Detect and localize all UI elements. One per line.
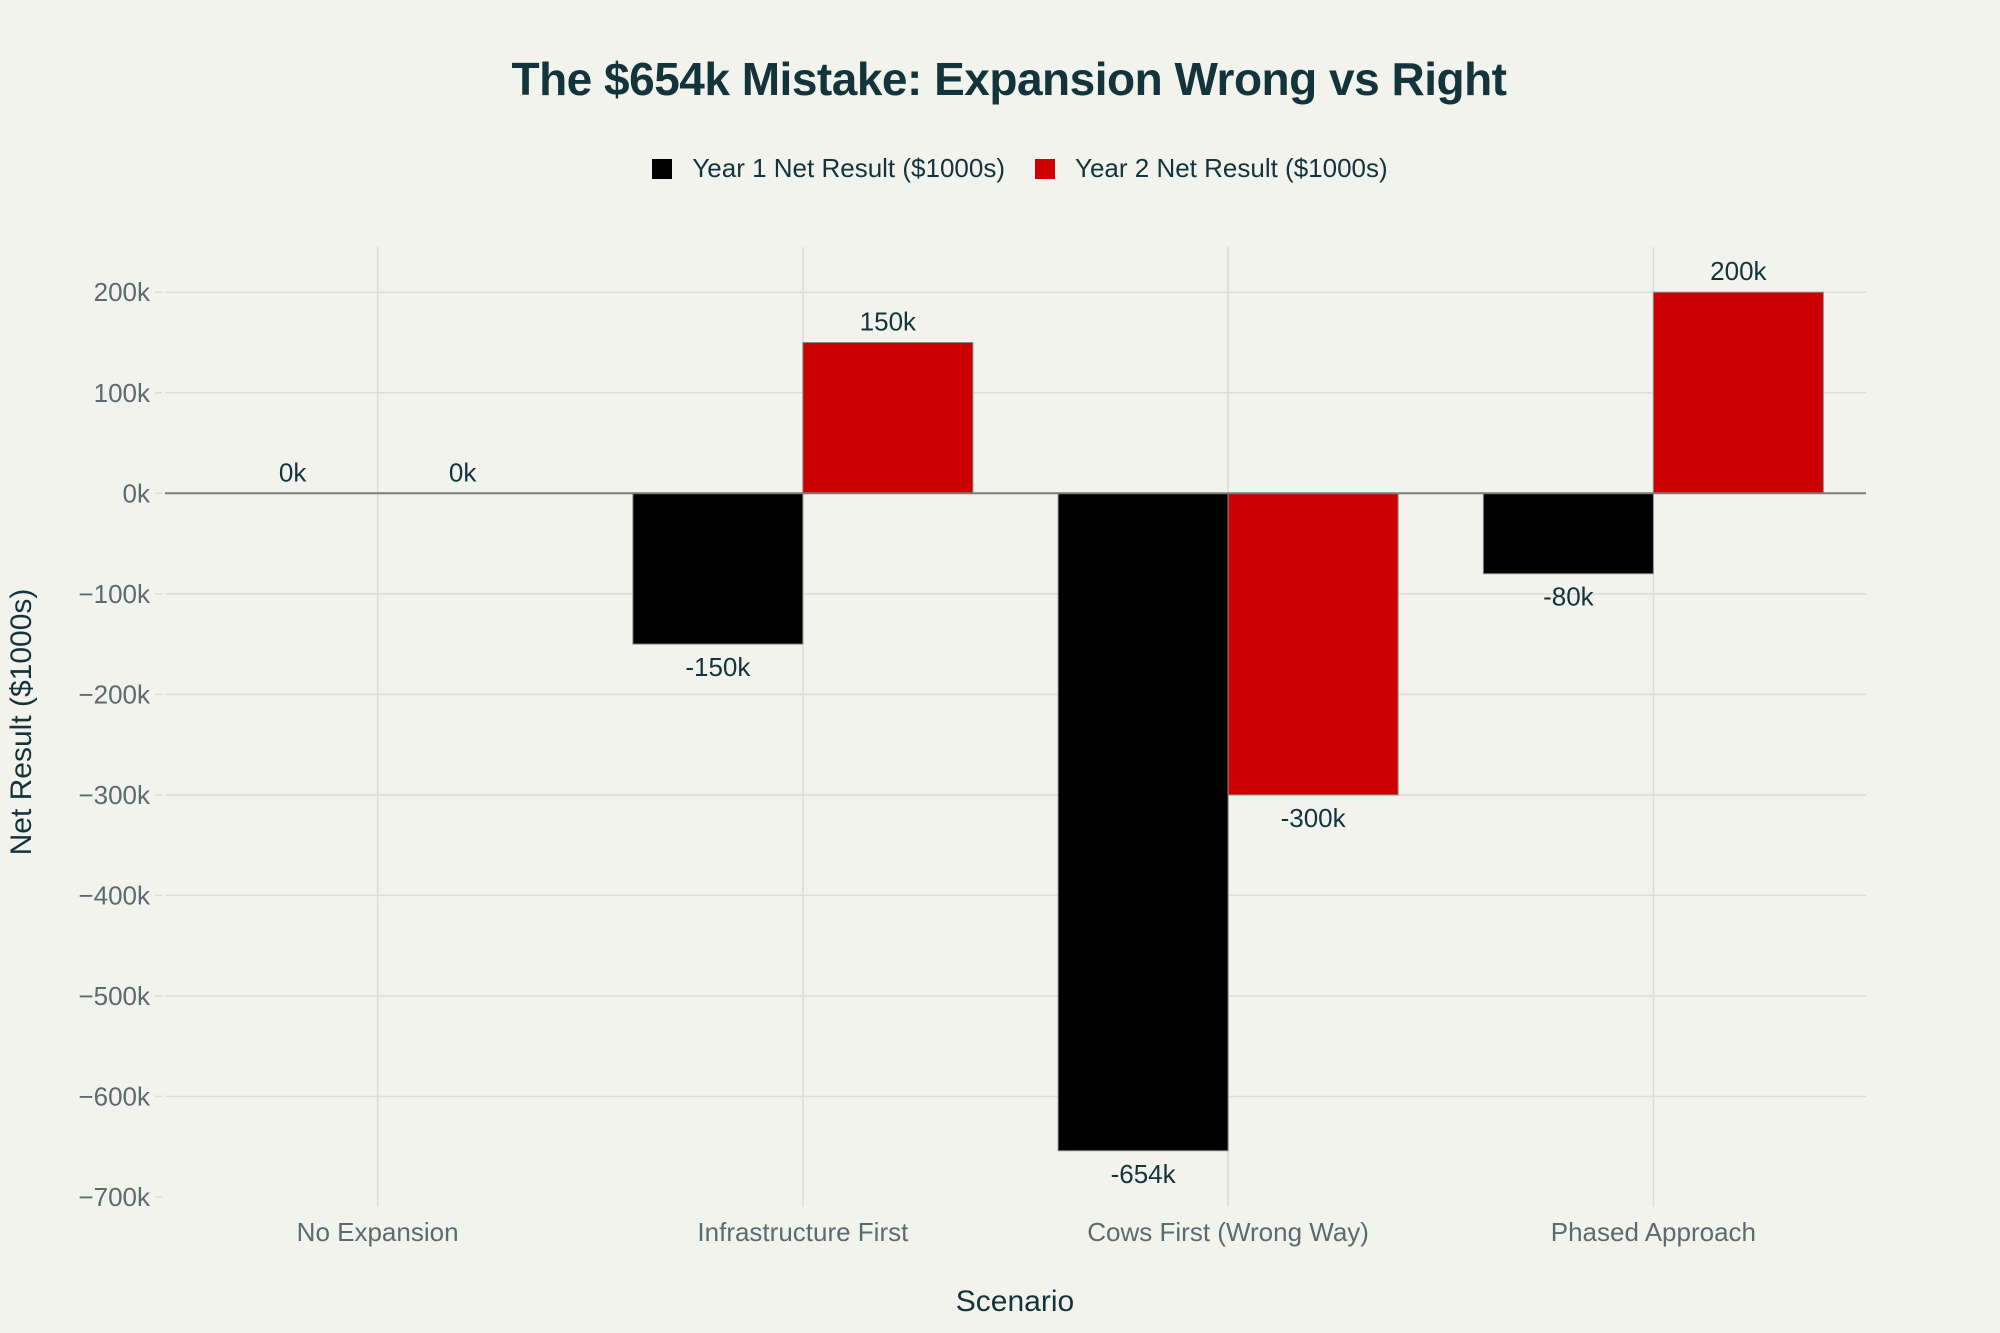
data-label: 0k — [279, 457, 307, 487]
legend-swatch-year1 — [652, 158, 673, 179]
bar-year2 — [1652, 291, 1824, 494]
data-labels: 0k -150k -654k -80k 0k 150k -300k 200k — [279, 256, 1768, 1189]
legend: Year 1 Net Result ($1000s) Year 2 Net Re… — [0, 153, 2000, 184]
data-label: 150k — [860, 307, 917, 337]
y-tick-label: −500k — [78, 981, 151, 1011]
data-label: -150k — [685, 652, 751, 682]
x-axis-title: Scenario — [956, 1285, 1074, 1318]
y-tick-label: 0k — [123, 478, 151, 508]
data-label: -654k — [1111, 1159, 1177, 1189]
y-tick-label: −700k — [78, 1182, 151, 1212]
y-tick-label: 100k — [94, 378, 151, 408]
data-label: 0k — [449, 457, 477, 487]
bar-year2 — [802, 342, 974, 494]
gridlines — [165, 247, 1866, 1207]
y-axis-title: Net Result ($1000s) — [5, 589, 38, 856]
bar-year1 — [632, 492, 804, 645]
data-label: -80k — [1543, 582, 1595, 612]
y-tick-label: −300k — [78, 780, 151, 810]
y-tick-label: −200k — [78, 679, 151, 709]
bar-year1 — [1057, 492, 1229, 1152]
bar-year1 — [1482, 492, 1654, 575]
x-tick-label: Phased Approach — [1551, 1217, 1756, 1247]
x-axis: No Expansion Infrastructure First Cows Fir… — [297, 1217, 1756, 1247]
y-axis: 200k 100k 0k −100k −200k −300k −400k −500k −600k… — [78, 277, 162, 1212]
chart-title: The $654k Mistake: Expansion Wrong vs Ri… — [511, 53, 1507, 105]
legend-label-year1: Year 1 Net Result ($1000s) — [692, 153, 1005, 183]
legend-item-year1[interactable]: Year 1 Net Result ($1000s) — [652, 153, 1005, 184]
y-tick-label: −400k — [78, 880, 151, 910]
y-tick-label: −100k — [78, 579, 151, 609]
legend-swatch-year2 — [1035, 158, 1055, 179]
bar-year2 — [1227, 492, 1399, 796]
data-label: 200k — [1710, 256, 1767, 286]
x-tick-label: Cows First (Wrong Way) — [1087, 1217, 1369, 1247]
y-tick-label: 200k — [94, 277, 151, 307]
y-tick-label: −600k — [78, 1081, 151, 1111]
legend-item-year2[interactable]: Year 2 Net Result ($1000s) — [1035, 153, 1388, 184]
x-tick-label: No Expansion — [297, 1217, 459, 1247]
bars — [632, 291, 1824, 1152]
legend-label-year2: Year 2 Net Result ($1000s) — [1075, 153, 1388, 183]
x-tick-label: Infrastructure First — [697, 1217, 909, 1247]
data-label: -300k — [1281, 803, 1347, 833]
